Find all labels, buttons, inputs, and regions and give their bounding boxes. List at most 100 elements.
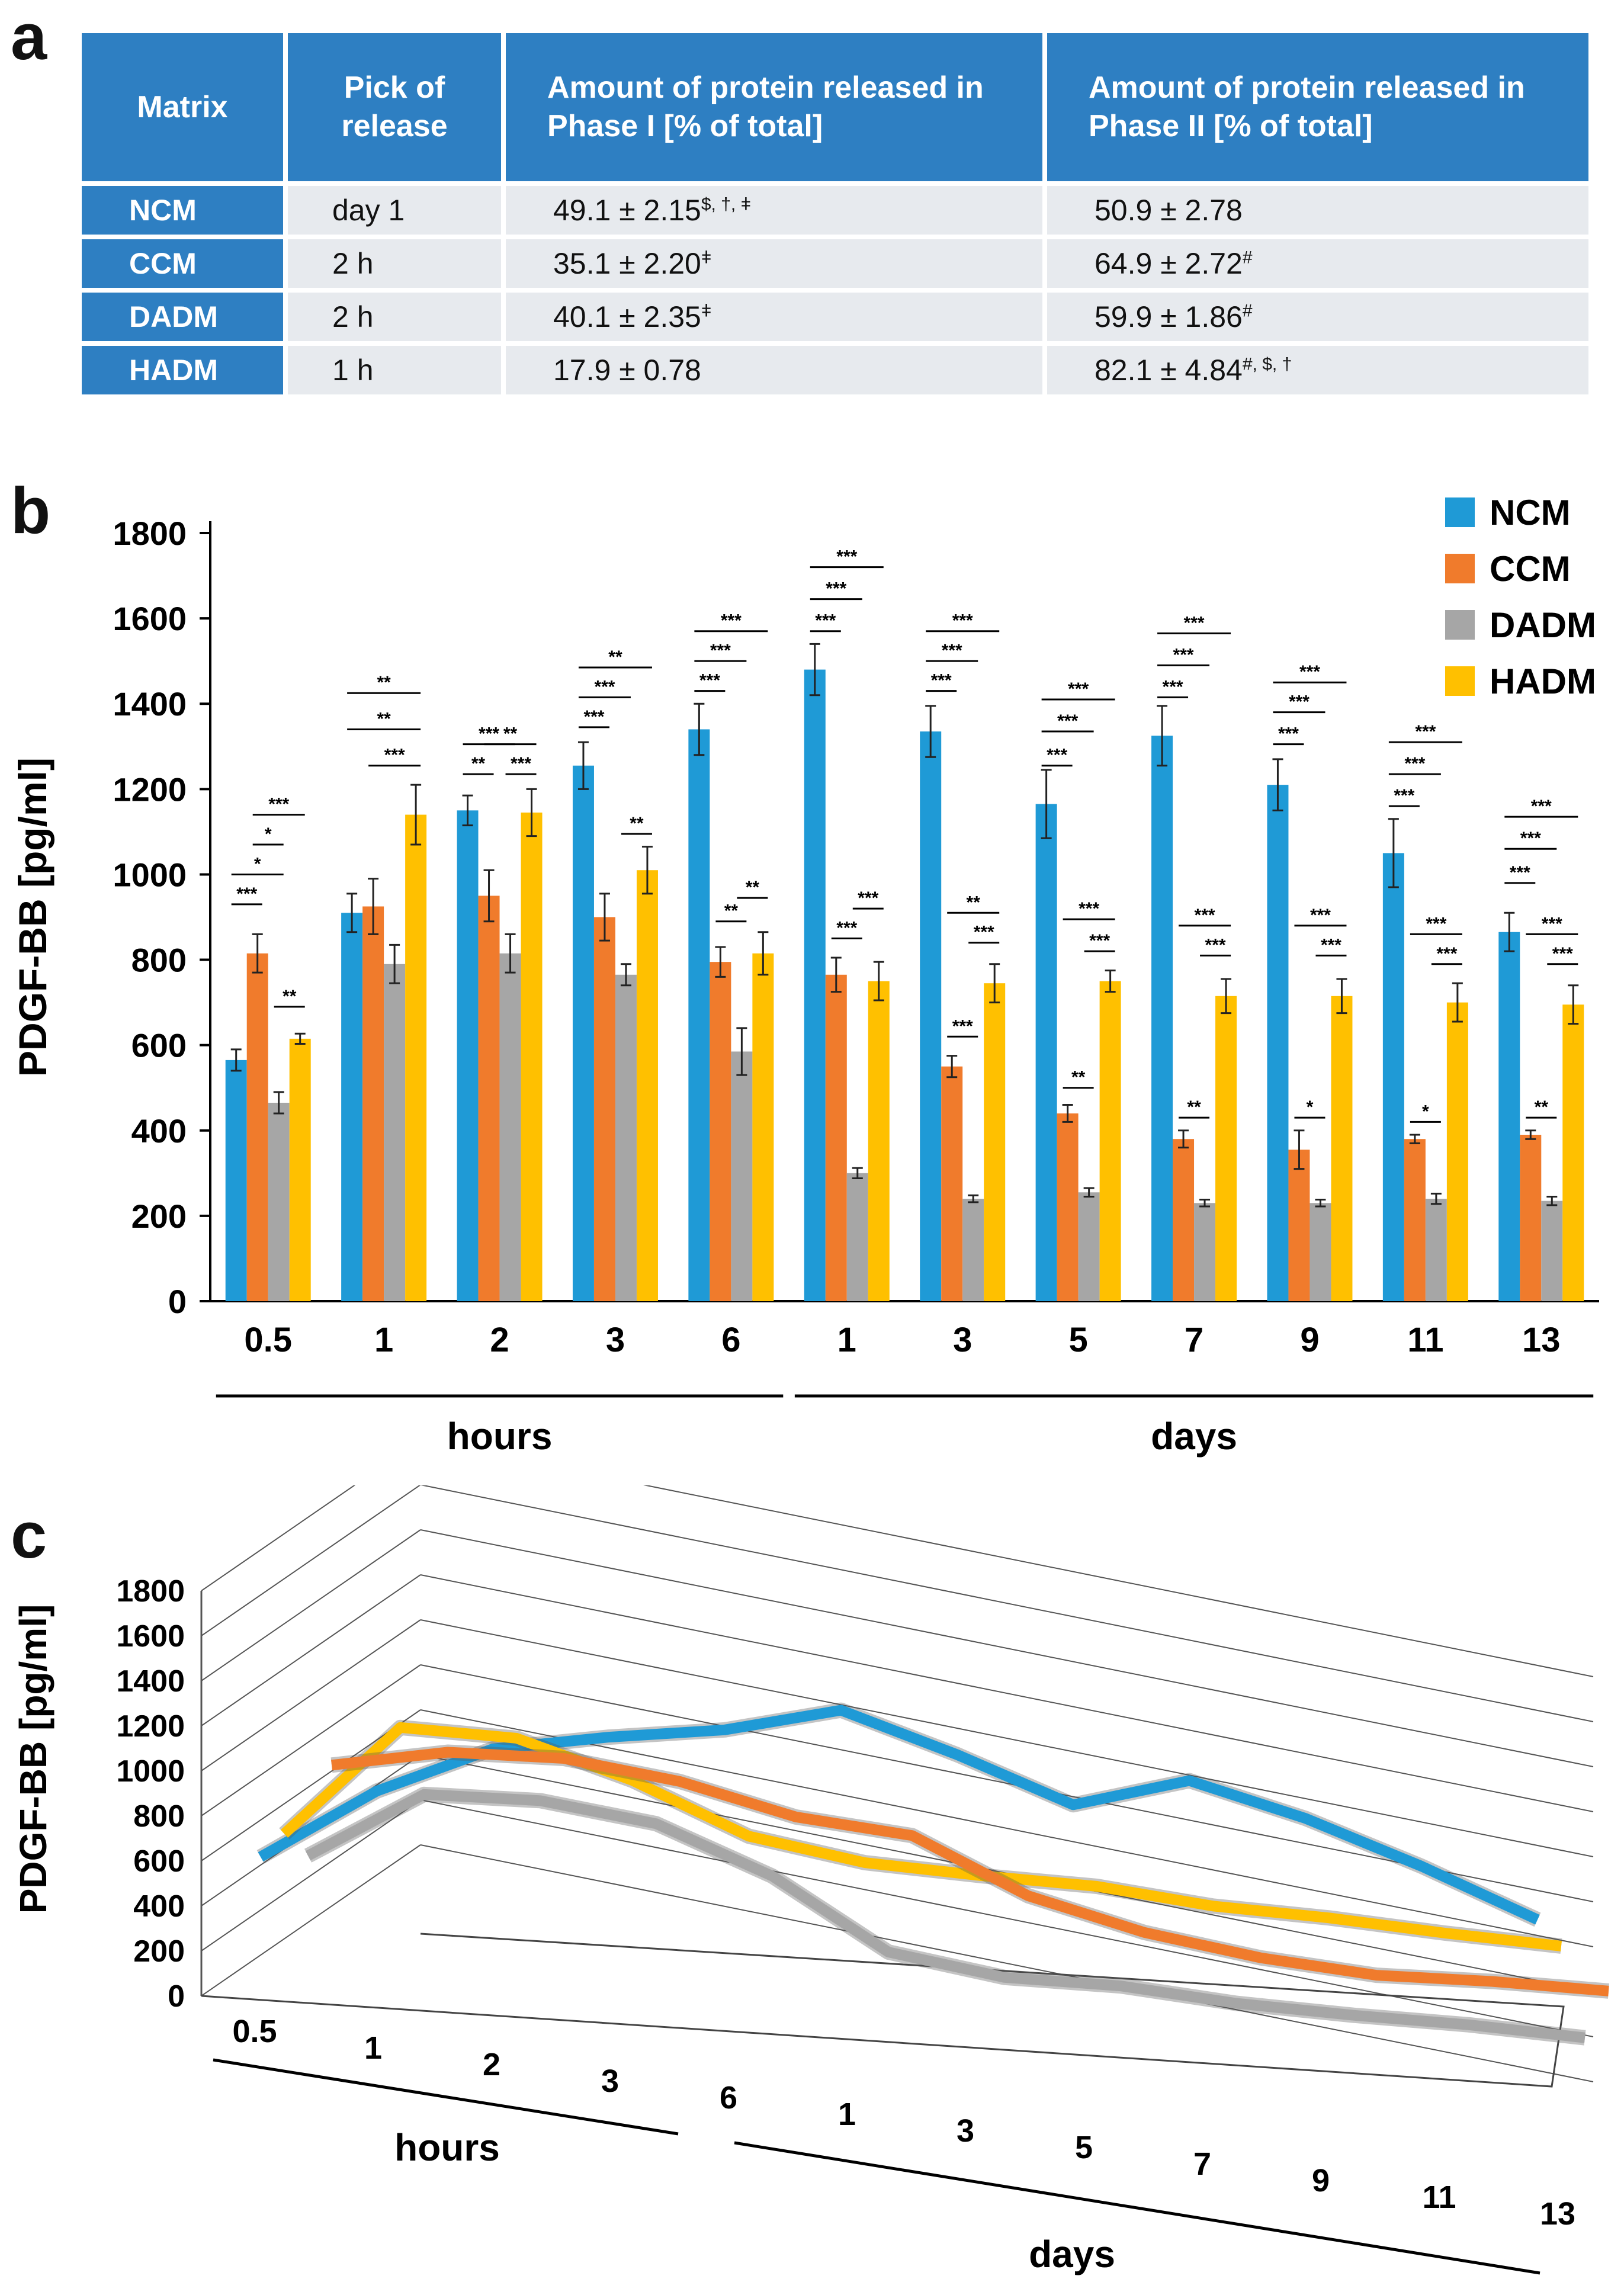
significance-label: ***	[1299, 662, 1320, 682]
bar-hadm	[1331, 996, 1353, 1301]
gridline-side	[201, 1574, 421, 1726]
y-tick-label: 0	[168, 1283, 187, 1320]
table-row: NCM day 1 49.1 ± 2.15$, †, ǂ 50.9 ± 2.78	[82, 186, 1588, 235]
x-tick-label: 0.5	[244, 1321, 292, 1359]
bar-dadm	[1194, 1203, 1216, 1301]
bar-ncm	[457, 810, 479, 1301]
bar-hadm	[1215, 996, 1237, 1301]
bar-ncm	[1151, 736, 1173, 1301]
group-label-days: days	[1029, 2233, 1115, 2275]
y-tick-label: 400	[131, 1112, 187, 1150]
significance-label: ***	[1047, 746, 1067, 765]
significance-label: ***	[1531, 797, 1552, 816]
significance-label: ***	[1173, 645, 1194, 665]
header-phase-1: Amount of protein released in Phase I [%…	[506, 33, 1042, 181]
phase-1-significance: $, †, ǂ	[701, 194, 752, 214]
bar-dadm	[615, 974, 637, 1301]
significance-label: **	[967, 893, 981, 912]
y-tick-label: 800	[131, 942, 187, 979]
cell-phase-2: 59.9 ± 1.86#	[1047, 293, 1588, 341]
x-tick-label: 13	[1540, 2196, 1575, 2232]
significance-label: **	[746, 878, 760, 897]
bar-hadm	[1562, 1004, 1584, 1301]
line-shadow-dadm	[304, 1786, 1586, 2046]
x-tick-label: 1	[837, 1321, 856, 1359]
significance-label: ***	[952, 611, 973, 631]
significance-label: ***	[942, 641, 962, 660]
bar-ccm	[941, 1066, 963, 1301]
header-pick-of-release: Pick of release	[288, 33, 501, 181]
gridline-side	[201, 1664, 421, 1816]
phase-2-value: 50.9 ± 2.78	[1095, 194, 1243, 227]
legend-swatch-dadm	[1445, 610, 1475, 640]
cell-pick: 1 h	[288, 346, 501, 394]
significance-label: **	[608, 647, 622, 667]
bar-hadm	[521, 812, 543, 1301]
release-table-wrapper: Matrix Pick of release Amount of protein…	[77, 28, 1593, 399]
bar-dadm	[499, 953, 521, 1301]
bar-ccm	[593, 917, 615, 1301]
legend-label-ncm: NCM	[1490, 493, 1571, 532]
significance-label: *	[254, 854, 261, 874]
bar-ncm	[1035, 804, 1057, 1301]
line-ccm	[331, 1747, 1609, 1996]
significance-label: ***	[268, 795, 289, 814]
significance-label: ***	[1436, 944, 1457, 964]
significance-label: ***	[699, 671, 720, 691]
significance-label: **	[1535, 1097, 1549, 1117]
x-tick-label: 9	[1312, 2163, 1330, 2198]
y-tick-label: 1200	[113, 771, 187, 808]
cell-phase-1: 35.1 ± 2.20ǂ	[506, 239, 1042, 288]
table-row: DADM 2 h 40.1 ± 2.35ǂ 59.9 ± 1.86#	[82, 293, 1588, 341]
bar-ccm	[1520, 1134, 1542, 1301]
bar-ncm	[804, 669, 826, 1301]
significance-label: *	[1307, 1097, 1314, 1117]
y-tick-label: 1000	[116, 1754, 185, 1789]
x-tick-label: 7	[1193, 2146, 1211, 2182]
line-shadow-ncm	[256, 1702, 1541, 1927]
bar-dadm	[1310, 1203, 1331, 1301]
significance-label: ***	[236, 884, 257, 904]
significance-label: ***	[583, 707, 604, 727]
phase-2-significance: #	[1242, 301, 1253, 321]
bar-hadm	[1446, 1002, 1468, 1301]
cell-phase-1: 49.1 ± 2.15$, †, ǂ	[506, 186, 1042, 235]
line-hadm	[280, 1722, 1562, 1951]
bar-hadm	[1099, 981, 1121, 1301]
significance-label: ***	[1089, 931, 1110, 951]
significance-label: *	[265, 824, 272, 844]
significance-label: ***	[1057, 711, 1078, 731]
significance-label: ***	[1542, 914, 1562, 933]
line-3d-chart: 0 200 400 600 800 1000 1200 1400 1600 1800 PDGF-BB…	[12, 1485, 1610, 2275]
gridline-back	[420, 1485, 1594, 1722]
bar-ccm	[825, 974, 847, 1301]
bar-ccm	[1173, 1139, 1195, 1301]
x-tick-label: 6	[721, 1321, 740, 1359]
significance-label: ***	[1195, 906, 1215, 925]
significance-label: **	[1071, 1068, 1086, 1087]
x-tick-label: 9	[1300, 1321, 1319, 1359]
significance-label: **	[377, 709, 391, 728]
x-tick-label: 2	[483, 2047, 500, 2082]
significance-label: ***	[931, 671, 952, 691]
gridline-back	[420, 1574, 1594, 1812]
group-bracket-line	[213, 2058, 679, 2136]
y-tick-label: 1600	[113, 600, 187, 637]
y-tick-label: 200	[133, 1934, 185, 1969]
significance-label: **	[471, 754, 486, 773]
significance-label: ***	[815, 611, 836, 631]
x-tick-label: 13	[1522, 1321, 1561, 1359]
gridline-side	[201, 1799, 421, 1951]
significance-label: **	[630, 814, 644, 833]
phase-2-significance: #	[1242, 248, 1253, 268]
cell-matrix: HADM	[82, 346, 283, 394]
x-tick-label: 11	[1407, 1321, 1443, 1359]
significance-label: ***	[826, 579, 846, 599]
cell-matrix: DADM	[82, 293, 283, 341]
x-tick-label: 3	[953, 1321, 972, 1359]
bar-ncm	[341, 913, 363, 1301]
phase-2-significance: #, $, †	[1242, 354, 1292, 374]
significance-label: **	[377, 673, 391, 692]
significance-label: ***	[836, 919, 857, 938]
legend-label-dadm: DADM	[1490, 605, 1596, 645]
